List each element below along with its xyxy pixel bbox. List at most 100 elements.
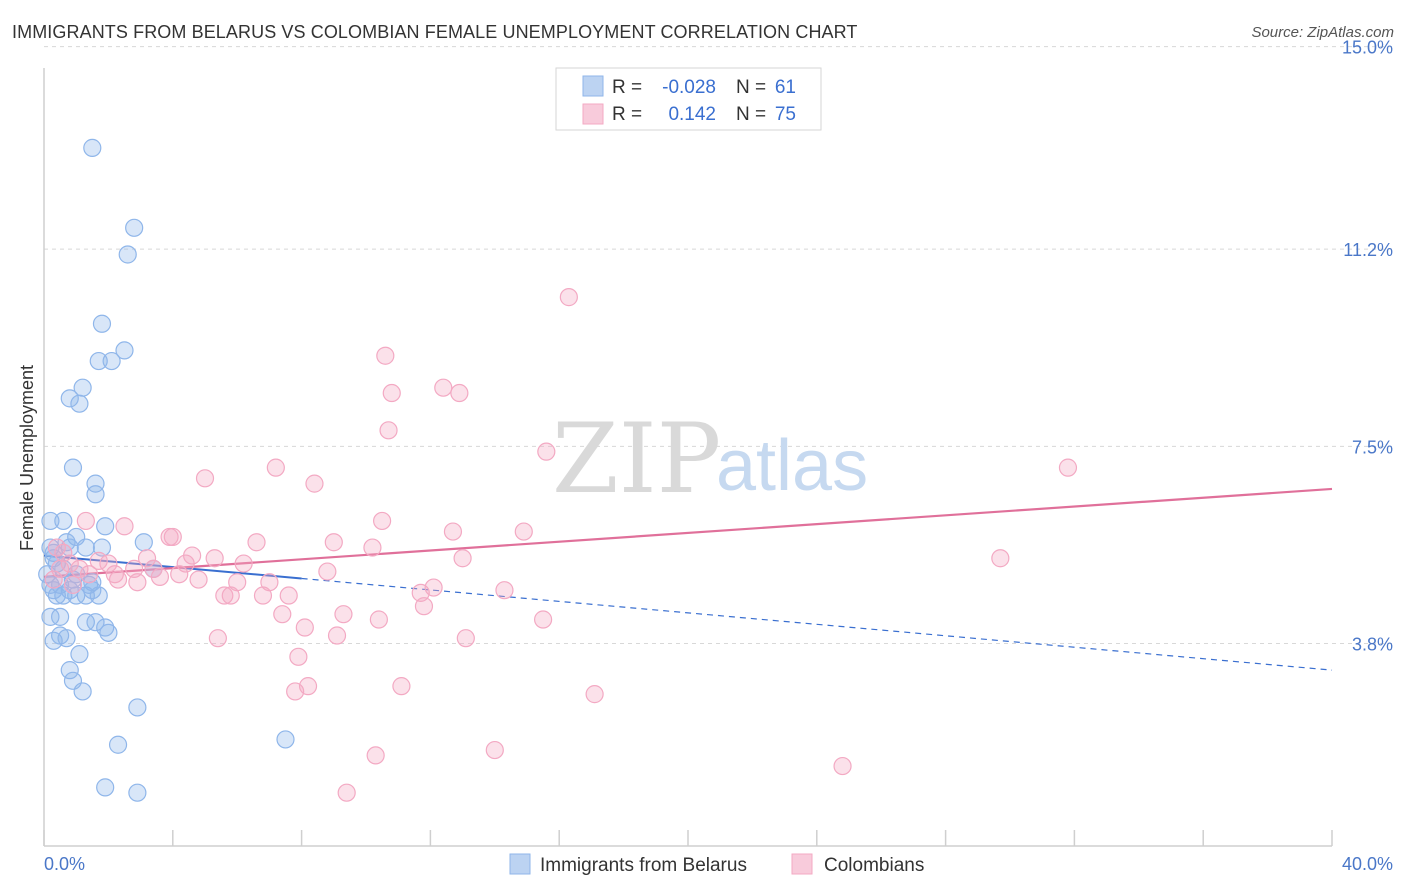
point-belarus xyxy=(73,682,92,701)
legend-swatch-belarus xyxy=(582,75,604,97)
point-colombians xyxy=(63,575,83,594)
point-belarus xyxy=(50,607,70,626)
point-colombians xyxy=(295,618,314,637)
point-belarus xyxy=(134,533,153,552)
chart-title: IMMIGRANTS FROM BELARUS VS COLOMBIAN FEM… xyxy=(12,22,858,42)
point-belarus xyxy=(60,389,79,408)
point-belarus xyxy=(44,543,63,563)
point-belarus xyxy=(86,485,105,504)
trend-lines xyxy=(43,487,1333,671)
point-colombians xyxy=(324,533,343,552)
point-colombians xyxy=(205,549,224,568)
point-belarus xyxy=(44,631,63,650)
point-colombians xyxy=(108,570,128,589)
point-colombians xyxy=(495,581,514,600)
y-tick-label: 3.8% xyxy=(1352,634,1393,654)
data-points xyxy=(38,112,1078,802)
point-colombians xyxy=(115,517,134,536)
point-belarus xyxy=(276,730,295,749)
point-colombians xyxy=(305,474,324,493)
watermark-zip: ZIP xyxy=(552,403,721,515)
point-colombians xyxy=(382,383,401,403)
trend-line-belarus-extrapolated xyxy=(301,577,1333,671)
point-colombians xyxy=(189,570,208,589)
point-colombians xyxy=(392,677,411,696)
point-colombians xyxy=(60,554,79,573)
correlation-legend: R = -0.028 N = 61 R = 0.142 N = 75 xyxy=(555,67,822,131)
point-colombians xyxy=(443,522,463,541)
point-colombians xyxy=(450,383,469,403)
point-belarus xyxy=(67,565,86,584)
y-axis-label: Female Unemployment xyxy=(17,365,37,551)
legend-n-label-colombians: N = xyxy=(736,104,766,125)
x-ticks xyxy=(43,830,1333,846)
bottom-legend-label-colombians: Colombians xyxy=(824,855,924,876)
y-tick-label: 11.2% xyxy=(1343,240,1393,260)
point-colombians xyxy=(89,551,108,570)
bottom-legend-swatch-colombians xyxy=(791,853,813,875)
point-colombians xyxy=(514,522,533,541)
grid-lines xyxy=(44,46,1392,644)
legend-r-value-belarus: -0.028 xyxy=(662,77,716,98)
point-colombians xyxy=(537,442,556,461)
point-belarus xyxy=(44,581,63,600)
point-belarus xyxy=(57,533,76,552)
point-belarus xyxy=(92,314,112,333)
point-colombians xyxy=(273,605,292,624)
point-colombians xyxy=(456,629,475,648)
point-belarus xyxy=(89,351,108,371)
point-colombians xyxy=(183,546,202,565)
point-belarus xyxy=(76,613,95,632)
legend-r-label-colombians: R = xyxy=(612,104,642,125)
point-belarus xyxy=(128,698,147,717)
point-colombians xyxy=(105,565,124,584)
point-belarus xyxy=(96,517,115,536)
watermark: ZIP atlas xyxy=(552,403,868,515)
point-belarus xyxy=(99,623,118,642)
point-colombians xyxy=(434,378,453,397)
y-tick-label: 15.0% xyxy=(1342,38,1393,58)
point-colombians xyxy=(453,549,472,568)
point-colombians xyxy=(170,565,189,584)
point-colombians xyxy=(991,549,1010,568)
point-colombians xyxy=(373,511,392,531)
legend-r-label-belarus: R = xyxy=(612,77,642,98)
point-belarus xyxy=(41,607,60,626)
point-colombians xyxy=(376,346,395,365)
point-colombians xyxy=(150,567,170,586)
point-belarus xyxy=(60,661,79,680)
point-belarus xyxy=(41,511,60,531)
point-colombians xyxy=(289,647,308,666)
point-colombians xyxy=(79,565,99,584)
point-colombians xyxy=(195,469,215,488)
point-belarus xyxy=(54,511,73,531)
point-colombians xyxy=(215,586,234,605)
point-colombians xyxy=(160,527,179,547)
point-colombians xyxy=(279,586,298,605)
point-belarus xyxy=(128,783,147,802)
watermark-atlas: atlas xyxy=(716,426,868,506)
point-colombians xyxy=(253,586,273,605)
point-belarus xyxy=(96,618,115,637)
point-colombians xyxy=(125,559,144,578)
point-colombians xyxy=(286,682,305,701)
point-belarus xyxy=(70,394,89,413)
point-belarus xyxy=(102,351,121,371)
point-belarus xyxy=(118,245,137,264)
point-colombians xyxy=(369,610,388,629)
point-colombians xyxy=(533,610,553,629)
point-colombians xyxy=(1058,458,1078,477)
y-tick-label: 7.5% xyxy=(1352,437,1393,457)
point-colombians xyxy=(44,570,63,589)
point-colombians xyxy=(70,559,89,578)
point-colombians xyxy=(833,756,852,776)
legend-r-value-colombians: 0.142 xyxy=(668,104,716,125)
point-belarus xyxy=(63,458,83,477)
legend-n-value-colombians: 75 xyxy=(775,104,796,125)
x-tick-label-min: 0.0% xyxy=(44,854,85,874)
x-tick-label-max: 40.0% xyxy=(1342,854,1393,874)
point-colombians xyxy=(559,288,578,307)
point-colombians xyxy=(54,543,73,563)
point-colombians xyxy=(234,554,253,573)
